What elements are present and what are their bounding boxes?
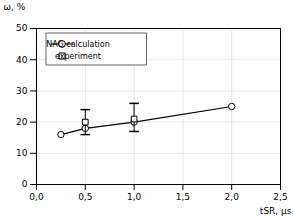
svg-text:ω, %: ω, %: [4, 2, 26, 12]
svg-text:50: 50: [16, 23, 28, 33]
svg-text:30: 30: [16, 86, 28, 96]
svg-text:40: 40: [16, 55, 28, 65]
svg-text:1,0: 1,0: [127, 192, 142, 202]
svg-text:0,0: 0,0: [29, 192, 44, 202]
svg-text:10: 10: [16, 148, 28, 158]
svg-text:tSR, μs: tSR, μs: [260, 206, 292, 216]
svg-text:experiment: experiment: [55, 52, 101, 61]
svg-text:2,0: 2,0: [225, 192, 240, 202]
svg-text:NAG calculation: NAG calculation: [46, 40, 110, 49]
svg-text:2,5: 2,5: [273, 192, 287, 202]
svg-text:0: 0: [22, 179, 28, 189]
svg-text:1,5: 1,5: [176, 192, 190, 202]
svg-text:0,5: 0,5: [78, 192, 92, 202]
svg-text:20: 20: [16, 117, 28, 127]
